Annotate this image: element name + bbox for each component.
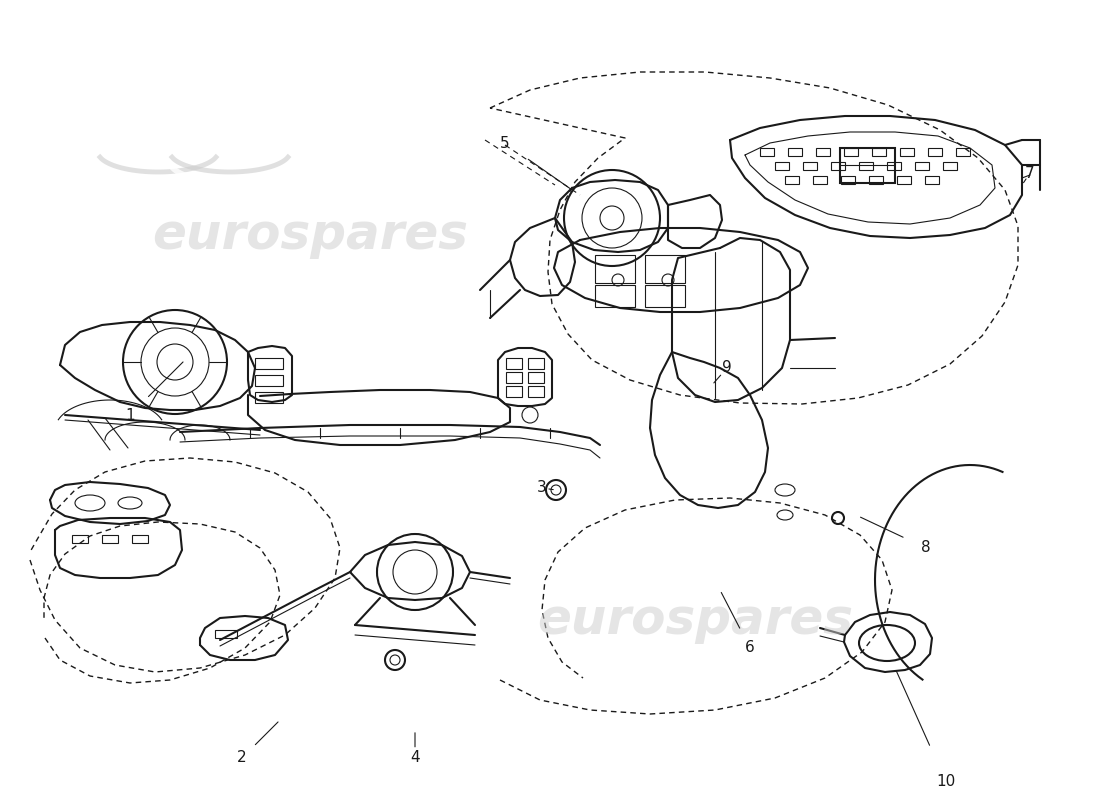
Bar <box>943 162 957 170</box>
Bar <box>595 285 635 307</box>
Bar <box>813 176 827 184</box>
Bar <box>887 162 901 170</box>
Bar <box>214 630 236 638</box>
Text: eurospares: eurospares <box>537 596 852 644</box>
Text: 4: 4 <box>410 750 420 766</box>
Bar <box>645 285 685 307</box>
Text: eurospares: eurospares <box>152 211 468 259</box>
Bar <box>102 535 118 543</box>
Bar <box>785 176 799 184</box>
Bar <box>506 358 522 369</box>
Bar <box>760 148 774 156</box>
Text: 8: 8 <box>921 541 931 555</box>
Bar <box>859 162 873 170</box>
Bar <box>255 375 283 386</box>
Bar <box>803 162 817 170</box>
Bar <box>595 255 635 283</box>
Text: 1: 1 <box>125 407 135 422</box>
Bar <box>788 148 802 156</box>
Bar <box>645 255 685 283</box>
Bar <box>816 148 831 156</box>
Bar <box>506 372 522 383</box>
Bar <box>844 148 858 156</box>
Text: 5: 5 <box>500 135 509 150</box>
Bar <box>528 372 544 383</box>
Bar <box>506 386 522 397</box>
Text: 9: 9 <box>722 361 732 375</box>
Bar <box>528 358 544 369</box>
Text: 3: 3 <box>537 481 547 495</box>
Bar <box>840 148 895 183</box>
Bar <box>776 162 789 170</box>
Bar <box>956 148 970 156</box>
Bar <box>842 176 855 184</box>
Bar <box>528 386 544 397</box>
Text: 6: 6 <box>745 641 755 655</box>
Bar <box>72 535 88 543</box>
Bar <box>928 148 942 156</box>
Bar <box>255 392 283 403</box>
Bar <box>255 358 283 369</box>
Bar <box>915 162 930 170</box>
Bar <box>896 176 911 184</box>
Bar <box>830 162 845 170</box>
Bar <box>872 148 886 156</box>
Bar <box>132 535 148 543</box>
Bar <box>925 176 939 184</box>
Bar <box>869 176 883 184</box>
Text: 2: 2 <box>238 750 246 766</box>
Text: 7: 7 <box>1025 166 1035 181</box>
Bar <box>900 148 914 156</box>
Text: 10: 10 <box>936 774 956 790</box>
